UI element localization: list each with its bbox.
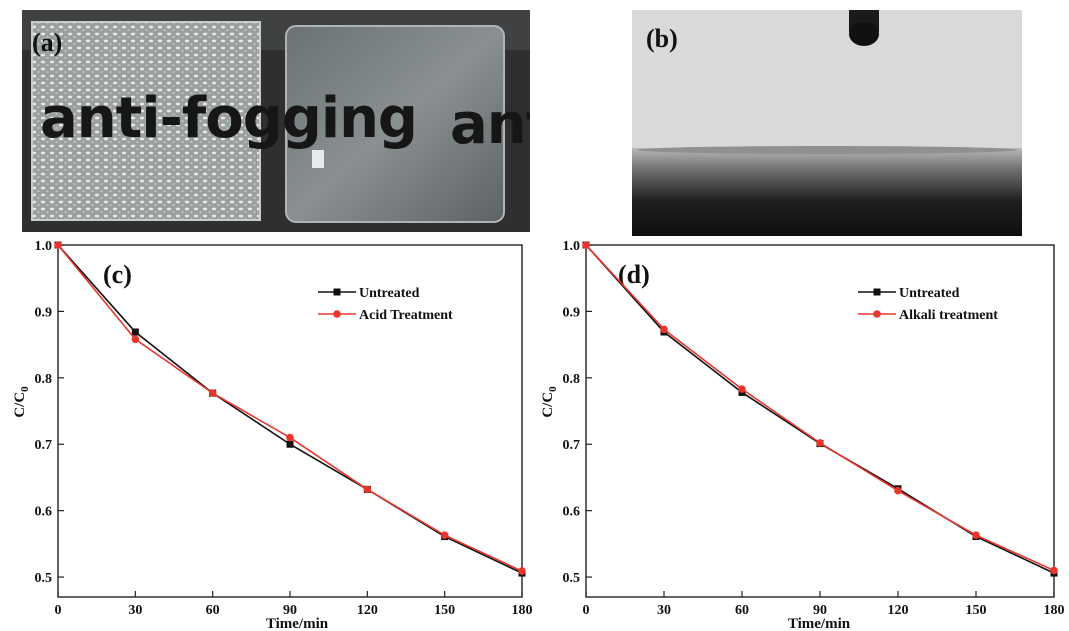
chart-c-point-square — [286, 440, 294, 448]
chart-d-ytick-label: 0.9 — [563, 305, 581, 320]
chart-c-point-circle — [286, 433, 294, 442]
chart-d-legend-label: Untreated — [899, 286, 960, 301]
chart-d-xtick-label: 0 — [583, 603, 590, 618]
chart-c-xtick-label: 120 — [357, 603, 378, 618]
chart-c-ytick-label: 0.8 — [35, 372, 53, 387]
chart-c-xtick-label: 90 — [283, 603, 297, 618]
chart-d-point-circle — [738, 385, 746, 393]
chart-c-xtick-label: 0 — [55, 603, 62, 618]
panel-label-a: (a) — [32, 28, 63, 57]
chart-d-ytick-label: 0.8 — [563, 372, 581, 387]
chart-c-ytick-label: 0.6 — [35, 505, 53, 520]
chart-d-xtick-label: 90 — [813, 603, 827, 618]
chart-d-point-circle — [816, 439, 824, 447]
chart-c-point-circle — [131, 335, 140, 344]
photo-b-illustration — [632, 10, 1022, 236]
chart-c-frame — [57, 244, 523, 598]
panel-label-b: (b) — [646, 24, 678, 53]
chart-d-point-circle — [1050, 566, 1058, 575]
chart-c-ylabel: C/C0 — [12, 386, 31, 418]
chart-c-ytick-label: 0.5 — [35, 571, 53, 586]
chart-c-point-circle — [518, 567, 526, 575]
chart-c-legend-marker — [333, 310, 341, 318]
chart-d-xtick-label: 180 — [1044, 603, 1065, 618]
chart-c-xtick-label: 60 — [206, 603, 220, 618]
chart-c-xtick-label: 180 — [512, 603, 533, 618]
chart-c-panel-label: (c) — [103, 260, 132, 289]
chart-c-legend-label: Untreated — [359, 286, 420, 301]
clear-glass-sample — [285, 25, 505, 223]
chart-d-point-circle — [582, 241, 590, 249]
chart-c-ylabel-sub: 0 — [19, 386, 31, 392]
photo-contact-angle: (b) — [632, 10, 1022, 236]
chart-d-series-line-0 — [585, 244, 1055, 574]
chart-d-ylabel: C/C0 — [540, 386, 559, 418]
chart-c-xtick-label: 30 — [128, 603, 142, 618]
chart-c-xlabel: Time/min — [266, 616, 329, 631]
chart-d-point-circle — [660, 325, 668, 334]
chart-c-ytick-label: 0.9 — [35, 305, 53, 320]
chart-c-series-line-1 — [57, 244, 523, 572]
chart-d-legend-marker — [873, 310, 881, 318]
chart-d-frame — [585, 244, 1055, 598]
substrate — [632, 148, 1022, 236]
chart-d-point-circle — [894, 486, 902, 495]
chart-d-xtick-label: 120 — [888, 603, 909, 618]
chart-d-ytick-label: 1.0 — [563, 239, 581, 254]
overlay-text-anti-fogging: anti-fogging — [40, 86, 418, 151]
chart-c-legend-marker — [333, 288, 341, 296]
chart-d-legend-marker — [873, 288, 881, 296]
chart-d-legend-label: Alkali treatment — [899, 308, 998, 323]
chart-c-legend-label: Acid Treatment — [359, 308, 453, 323]
fogged-glass-sample — [31, 21, 261, 221]
photo-a-illustration — [22, 10, 530, 232]
chart-c-xtick-label: 150 — [434, 603, 455, 618]
chart-d-xtick-label: 30 — [657, 603, 671, 618]
chart-d-point-circle — [972, 531, 980, 540]
chart-c-point-square — [131, 328, 139, 336]
chart-c-series-line-0 — [57, 244, 523, 574]
photo-anti-fogging-samples: anti-fogging ant (a) — [22, 10, 530, 232]
chart-c: (c) Time/min C/C0 0 30 60 90 120 150 1800.50.6… — [12, 239, 533, 631]
chart-c-point-circle — [363, 485, 372, 494]
chart-d-ylabel-main: C/C — [540, 392, 556, 418]
overlay-text-ant: ant — [450, 92, 530, 157]
chart-d-ytick-label: 0.7 — [563, 438, 581, 453]
chart-d-xtick-label: 60 — [735, 603, 749, 618]
chart-d-xtick-label: 150 — [966, 603, 987, 618]
chart-c-ytick-label: 0.7 — [35, 438, 53, 453]
chart-d: (d) Time/min C/C0 0 30 60 90 120 150 1800.50.6… — [540, 239, 1065, 631]
chart-c-ylabel-main: C/C — [12, 392, 28, 418]
chart-c-ytick-label: 1.0 — [35, 239, 53, 254]
chart-c-point-circle — [208, 389, 217, 397]
chart-d-ytick-label: 0.5 — [563, 571, 581, 586]
chart-d-series-line-1 — [585, 244, 1055, 572]
chart-c-point-circle — [440, 531, 449, 540]
chart-c-point-circle — [54, 241, 62, 249]
chart-d-ylabel-sub: 0 — [547, 386, 559, 392]
chart-d-xlabel: Time/min — [788, 616, 851, 631]
water-droplet — [849, 22, 879, 46]
chart-d-ytick-label: 0.6 — [563, 505, 581, 520]
